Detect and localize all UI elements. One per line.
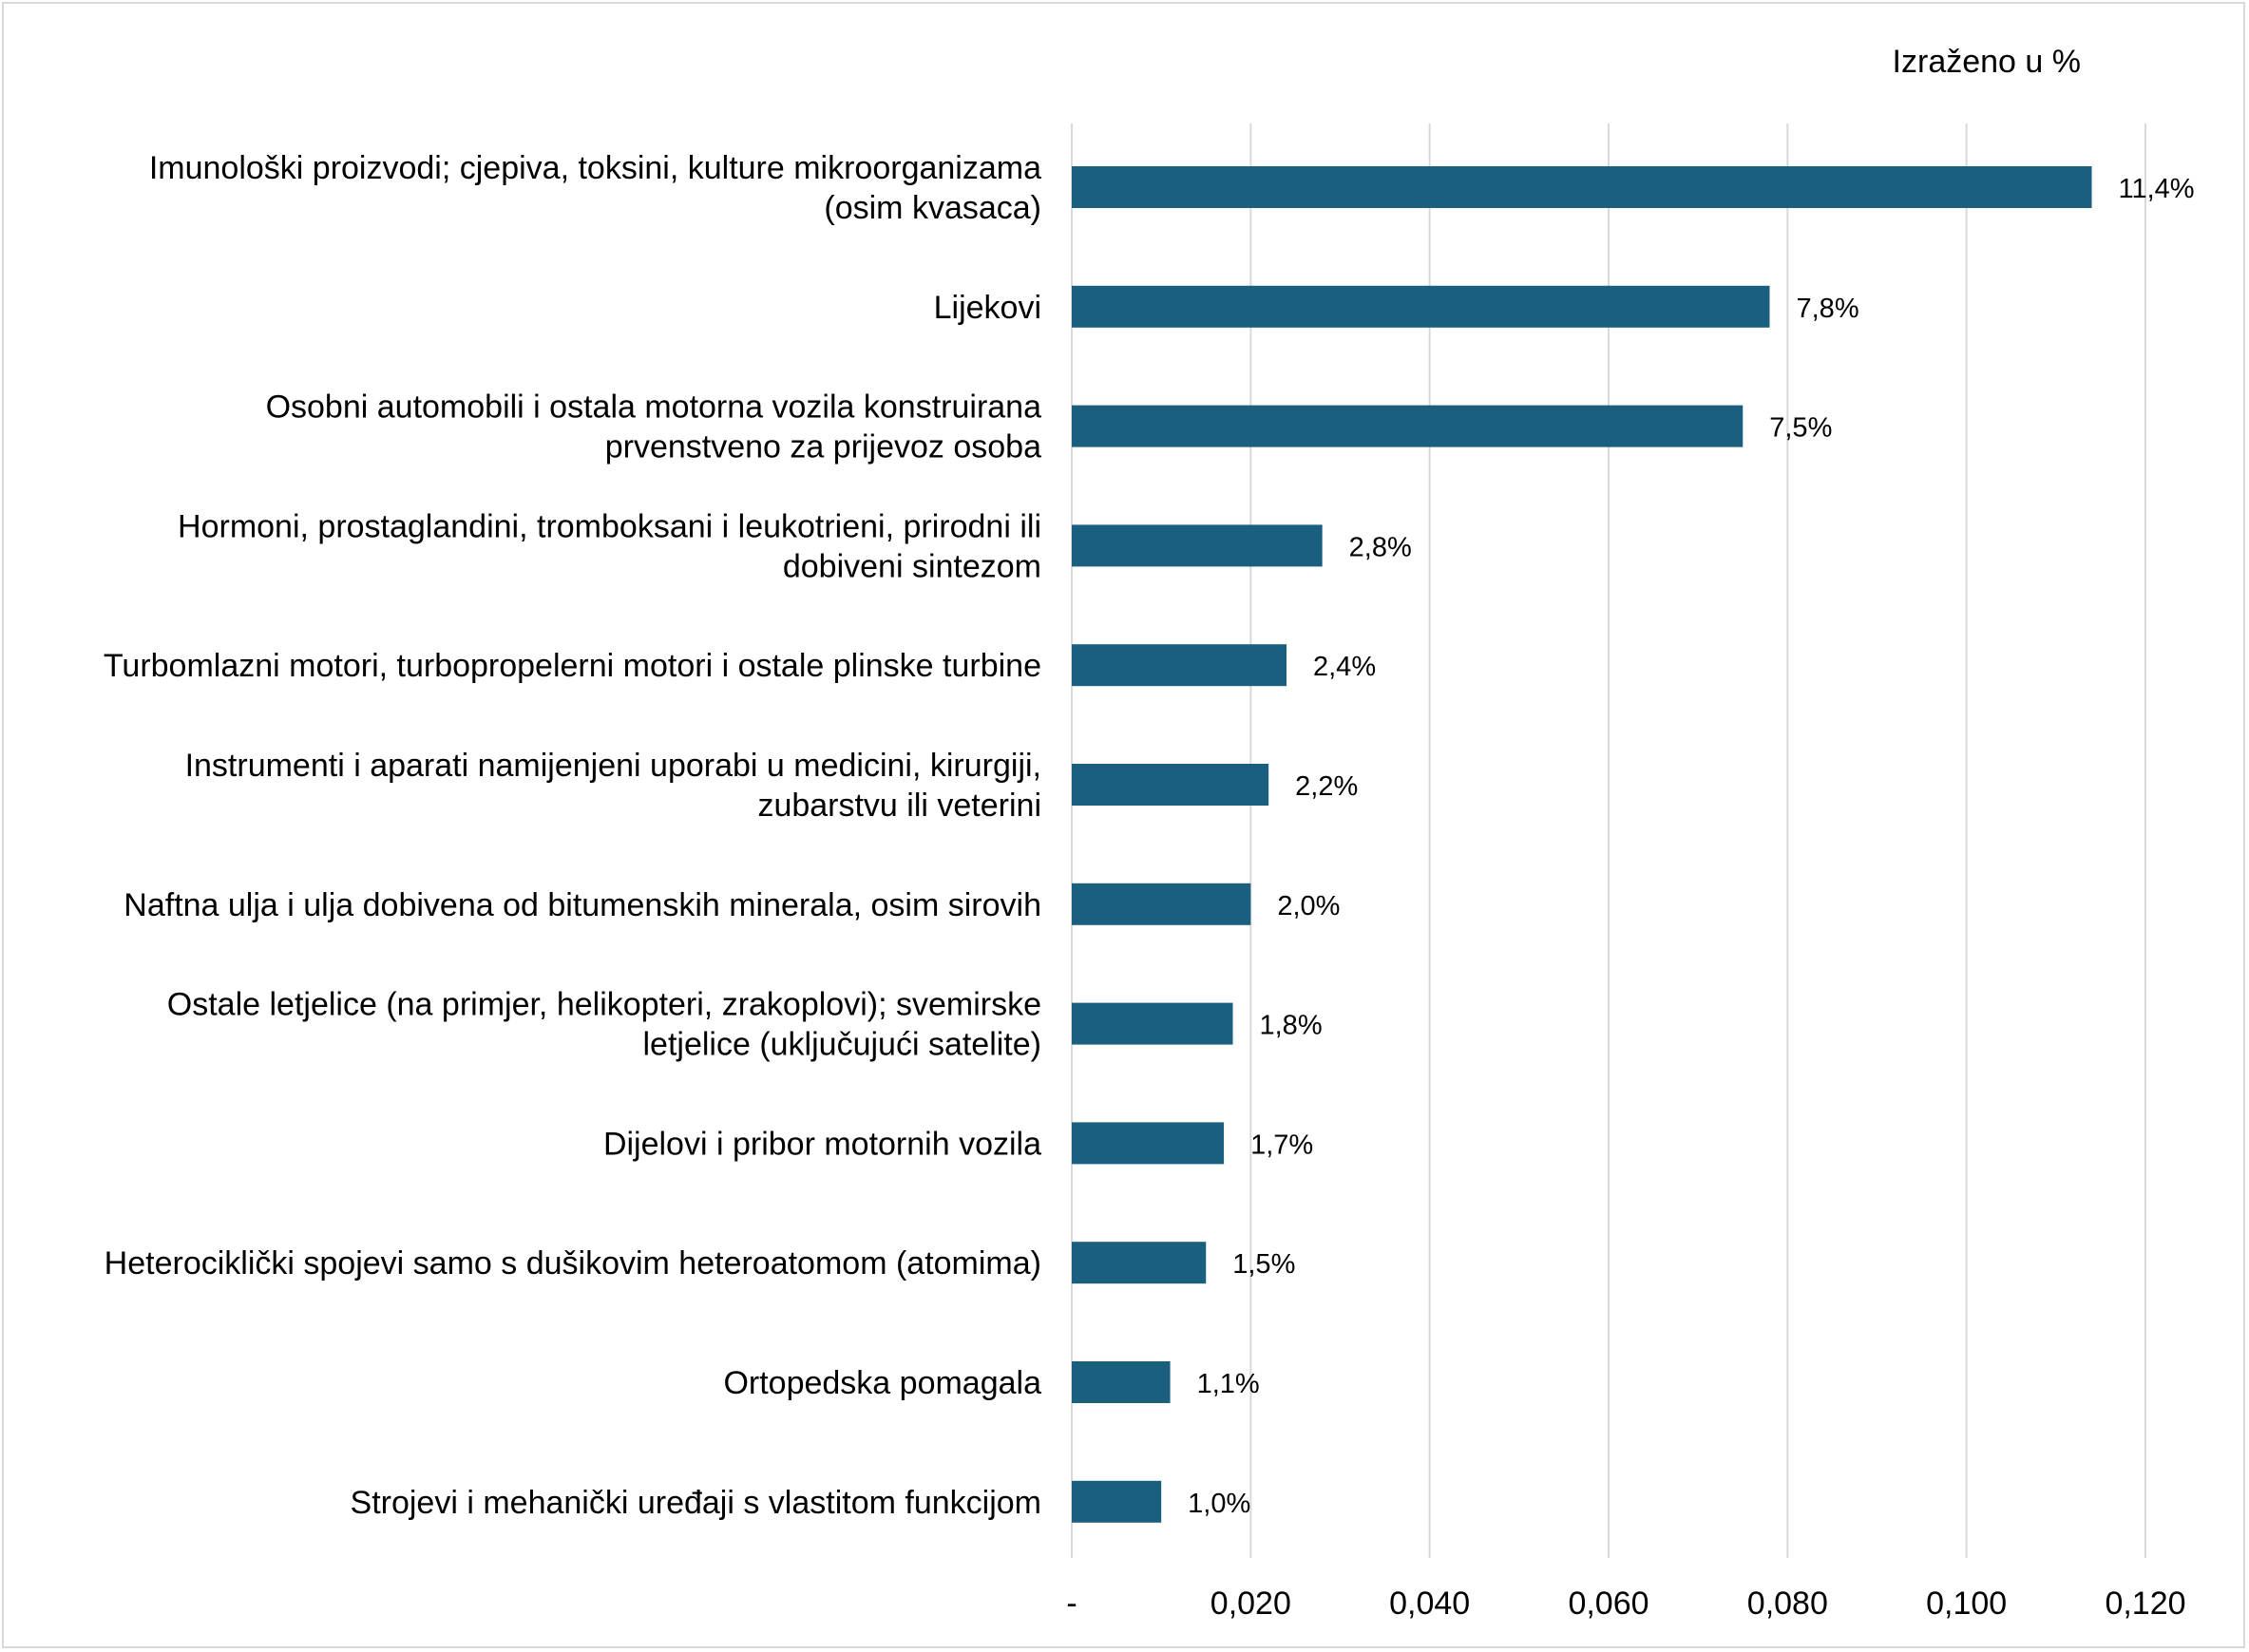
data-label: 2,0% bbox=[1277, 891, 1340, 921]
data-label: 1,0% bbox=[1188, 1489, 1250, 1519]
bar bbox=[1072, 166, 2092, 208]
category-label-line: Imunološki proizvodi; cjepiva, toksini, … bbox=[149, 150, 1041, 186]
category-label-line: Dijelovi i pribor motornih vozila bbox=[603, 1126, 1041, 1162]
category-label-line: dobiveni sintezom bbox=[783, 548, 1041, 584]
data-label: 1,1% bbox=[1197, 1369, 1260, 1399]
data-labels: 11,4% 7,8% 7,5% 2,8% 2,4% 2,2% 2,0% 1,8% 1,7% 1,5… bbox=[1188, 174, 2194, 1519]
x-tick-label: 0,060 bbox=[1568, 1586, 1649, 1622]
category-label-line: letjelice (uključujući satelite) bbox=[642, 1027, 1041, 1063]
category-label-line: Ortopedska pomagala bbox=[723, 1365, 1041, 1401]
bar bbox=[1072, 285, 1770, 328]
category-label: Instrumenti i aparati namijenjeni uporab… bbox=[185, 748, 1041, 824]
category-label: Ostale letjelice (na primjer, helikopter… bbox=[167, 987, 1041, 1063]
category-label: Imunološki proizvodi; cjepiva, toksini, … bbox=[149, 150, 1041, 226]
bar bbox=[1072, 1480, 1162, 1523]
data-label: 1,7% bbox=[1250, 1130, 1313, 1160]
gridlines bbox=[1071, 123, 2146, 1558]
unit-note: Izraženo u % bbox=[1893, 44, 2081, 80]
category-label: Dijelovi i pribor motornih vozila bbox=[603, 1126, 1041, 1162]
category-label-line: prvenstveno za prijevoz osoba bbox=[605, 429, 1041, 465]
x-tick-label: 0,040 bbox=[1389, 1586, 1470, 1622]
bar bbox=[1072, 1361, 1171, 1403]
x-tick-label: 0,020 bbox=[1210, 1586, 1291, 1622]
category-label-line: Hormoni, prostaglandini, tromboksani i l… bbox=[178, 508, 1041, 544]
data-label: 2,4% bbox=[1313, 652, 1376, 682]
data-label: 1,8% bbox=[1260, 1011, 1323, 1041]
data-label: 11,4% bbox=[2119, 174, 2195, 204]
category-label-line: Lijekovi bbox=[934, 290, 1041, 326]
bar bbox=[1072, 644, 1287, 687]
category-labels: Imunološki proizvodi; cjepiva, toksini, … bbox=[104, 150, 1041, 1521]
category-label: Strojevi i mehanički uređaji s vlastitom… bbox=[351, 1485, 1041, 1521]
category-label-line: Naftna ulja i ulja dobivena od bitumensk… bbox=[124, 887, 1041, 923]
category-label: Hormoni, prostaglandini, tromboksani i l… bbox=[178, 508, 1041, 584]
data-label: 7,8% bbox=[1797, 294, 1859, 324]
bars bbox=[1072, 166, 2092, 1523]
category-label-line: Strojevi i mehanički uređaji s vlastitom… bbox=[351, 1485, 1041, 1521]
data-label: 7,5% bbox=[1769, 413, 1832, 444]
data-label: 2,2% bbox=[1295, 771, 1358, 802]
category-label-line: Turbomlazni motori, turbopropelerni moto… bbox=[104, 648, 1041, 684]
category-label: Lijekovi bbox=[934, 290, 1041, 326]
x-tick-label: 0,100 bbox=[1926, 1586, 2007, 1622]
bar bbox=[1072, 524, 1323, 567]
data-label: 1,5% bbox=[1232, 1249, 1295, 1280]
category-label-line: Instrumenti i aparati namijenjeni uporab… bbox=[185, 748, 1041, 784]
category-label-line: Ostale letjelice (na primjer, helikopter… bbox=[167, 987, 1041, 1023]
x-tick-label: 0,080 bbox=[1747, 1586, 1828, 1622]
bar bbox=[1072, 405, 1744, 447]
x-tick-label: - bbox=[1066, 1586, 1077, 1622]
category-label: Heterociklički spojevi samo s dušikovim … bbox=[105, 1245, 1041, 1282]
category-label: Ortopedska pomagala bbox=[723, 1365, 1041, 1401]
data-label: 2,8% bbox=[1349, 532, 1412, 562]
category-label: Turbomlazni motori, turbopropelerni moto… bbox=[104, 648, 1041, 684]
bar bbox=[1072, 883, 1251, 925]
category-label-line: Heterociklički spojevi samo s dušikovim … bbox=[105, 1245, 1041, 1282]
bar bbox=[1072, 764, 1269, 806]
bar bbox=[1072, 1122, 1225, 1165]
category-label: Osobni automobili i ostala motorna vozil… bbox=[266, 389, 1042, 465]
x-tick-label: 0,120 bbox=[2105, 1586, 2185, 1622]
bar bbox=[1072, 1002, 1233, 1045]
category-label-line: zubarstvu ili veterini bbox=[757, 788, 1041, 824]
category-label: Naftna ulja i ulja dobivena od bitumensk… bbox=[124, 887, 1041, 923]
x-axis-tick-labels: - 0,020 0,040 0,060 0,080 0,100 0,120 bbox=[1066, 1586, 2185, 1622]
category-label-line: (osim kvasaca) bbox=[824, 190, 1041, 226]
category-label-line: Osobni automobili i ostala motorna vozil… bbox=[266, 389, 1042, 426]
bar bbox=[1072, 1242, 1207, 1284]
